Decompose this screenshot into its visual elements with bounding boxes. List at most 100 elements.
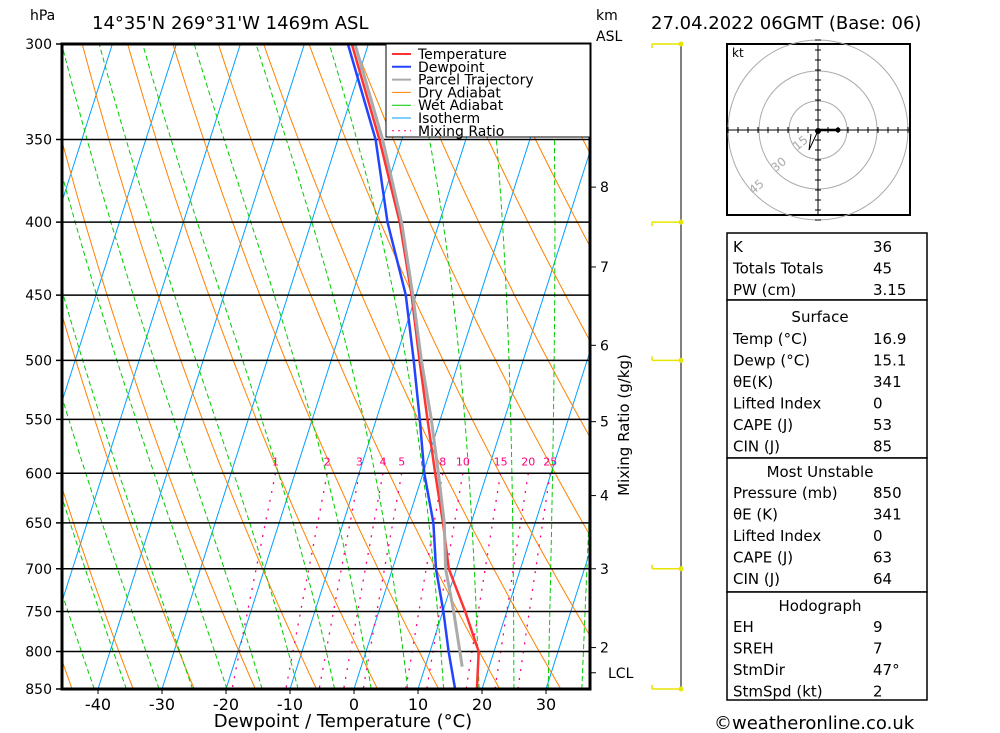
wet-adiabat-line	[62, 395, 160, 689]
mixing-ratio-label: 25	[543, 455, 557, 468]
index-value: 16.9	[873, 330, 906, 348]
wind-barb-dot	[678, 41, 684, 47]
dry-adiabat-line	[127, 44, 378, 689]
wet-adiabat-line	[62, 288, 194, 689]
indices-box	[726, 232, 928, 301]
km-tick-label: LCL	[608, 666, 634, 682]
wet-adiabat-line	[328, 44, 445, 689]
mixing-ratio-line	[426, 473, 464, 689]
section-title: Most Unstable	[767, 463, 874, 481]
x-tick-label: 20	[472, 695, 492, 714]
profiles	[346, 44, 480, 689]
location-title: 14°35'N 269°31'W 1469m ASL	[92, 13, 369, 34]
legend-label: Temperature	[417, 47, 507, 63]
isotherm-line	[545, 549, 590, 689]
wet-adiabat-line	[581, 483, 590, 689]
index-label: PW (cm)	[733, 281, 796, 299]
x-tick-label: 30	[536, 695, 556, 714]
index-value: 47°	[873, 661, 900, 679]
dry-adiabat-line	[62, 139, 256, 689]
index-label: Temp (°C)	[732, 330, 807, 348]
legend-label: Dewpoint	[418, 60, 485, 76]
legend-label: Wet Adiabat	[418, 98, 504, 114]
wind-barb-dot	[678, 686, 684, 692]
storm-motion-vector	[808, 132, 818, 151]
x-tick-label: -40	[85, 695, 111, 714]
index-value: 341	[873, 506, 902, 524]
km-tick-label: 3	[600, 562, 609, 578]
section-title: Hodograph	[778, 597, 861, 615]
dry-adiabat-line	[489, 44, 590, 248]
dry-adiabat-line	[444, 44, 590, 342]
km-tick-label: 4	[600, 489, 609, 505]
axes: 300350400450500550600650700750800850-40-…	[25, 37, 633, 714]
km-tick-label: 8	[600, 180, 609, 196]
copyright[interactable]: ©weatheronline.co.uk	[714, 713, 915, 733]
mixing-ratio-line	[362, 473, 403, 689]
dry-adiabat-line	[62, 485, 134, 689]
mixing-ratio-label: 20	[521, 455, 535, 468]
wet-adiabat-line	[193, 44, 372, 689]
index-value: 341	[873, 373, 902, 391]
isotherm-line	[161, 44, 369, 689]
pressure-tick-label: 400	[25, 215, 52, 231]
index-label: StmSpd (kt)	[733, 683, 823, 701]
hodograph-unit: kt	[732, 46, 744, 60]
mixing-ratio-label: 4	[379, 455, 386, 468]
x-tick-label: 10	[408, 695, 428, 714]
wet-adiabat-line	[62, 495, 127, 689]
pressure-tick-label: 850	[25, 682, 52, 698]
dry-adiabat-line	[263, 44, 562, 689]
pressure-gridlines	[56, 43, 590, 690]
index-label: θE(K)	[733, 373, 773, 391]
x-tick-label: -30	[149, 695, 175, 714]
km-tick-label: 5	[600, 415, 609, 431]
wet-adiabat-line	[62, 591, 95, 689]
pressure-tick-label: 350	[25, 132, 52, 148]
wet-adiabat-line	[98, 44, 299, 689]
isotherm-line	[353, 44, 561, 689]
index-value: 7	[873, 640, 883, 658]
index-value: 2	[873, 683, 883, 701]
wind-barb-dot	[678, 357, 684, 363]
legend-label: Dry Adiabat	[418, 85, 501, 101]
background-lines	[62, 44, 590, 689]
mixing-ratio-axis-title: Mixing Ratio (g/kg)	[615, 354, 633, 496]
index-label: EH	[733, 618, 754, 636]
pressure-tick-label: 550	[25, 412, 52, 428]
index-label: CAPE (J)	[733, 549, 793, 567]
dry-adiabat-line	[62, 313, 195, 689]
index-value: 63	[873, 549, 892, 567]
pressure-tick-label: 650	[25, 516, 52, 532]
wet-adiabat-line	[255, 44, 409, 689]
index-value: 15.1	[873, 352, 906, 370]
mixing-ratio-label: 8	[439, 455, 446, 468]
pressure-tick-label: 750	[25, 604, 52, 620]
x-tick-label: 0	[349, 695, 359, 714]
km-tick-label: 2	[600, 641, 609, 657]
index-label: StmDir	[733, 661, 786, 679]
dewpoint-line	[346, 44, 457, 689]
isotherm-line	[62, 44, 177, 404]
index-label: Lifted Index	[733, 395, 821, 413]
km-unit-label: km	[596, 8, 618, 24]
dry-adiabat-line	[172, 44, 440, 689]
wet-adiabat-line	[486, 44, 515, 689]
index-value: 0	[873, 395, 883, 413]
index-label: CAPE (J)	[733, 416, 793, 434]
index-label: Dewp (°C)	[733, 352, 810, 370]
index-label: SREH	[733, 640, 774, 658]
wet-adiabat-line	[142, 44, 336, 689]
index-label: Pressure (mb)	[733, 484, 838, 502]
km-tick-label: 6	[600, 338, 609, 354]
pressure-tick-label: 300	[25, 37, 52, 53]
x-tick-label: -20	[213, 695, 239, 714]
wind-barb-dot	[678, 219, 684, 225]
mixing-ratio-line	[231, 473, 277, 689]
dry-adiabat-line	[81, 44, 317, 689]
index-value: 3.15	[873, 281, 906, 299]
wet-adiabat-line	[62, 44, 263, 689]
pressure-unit-label: hPa	[30, 8, 55, 24]
